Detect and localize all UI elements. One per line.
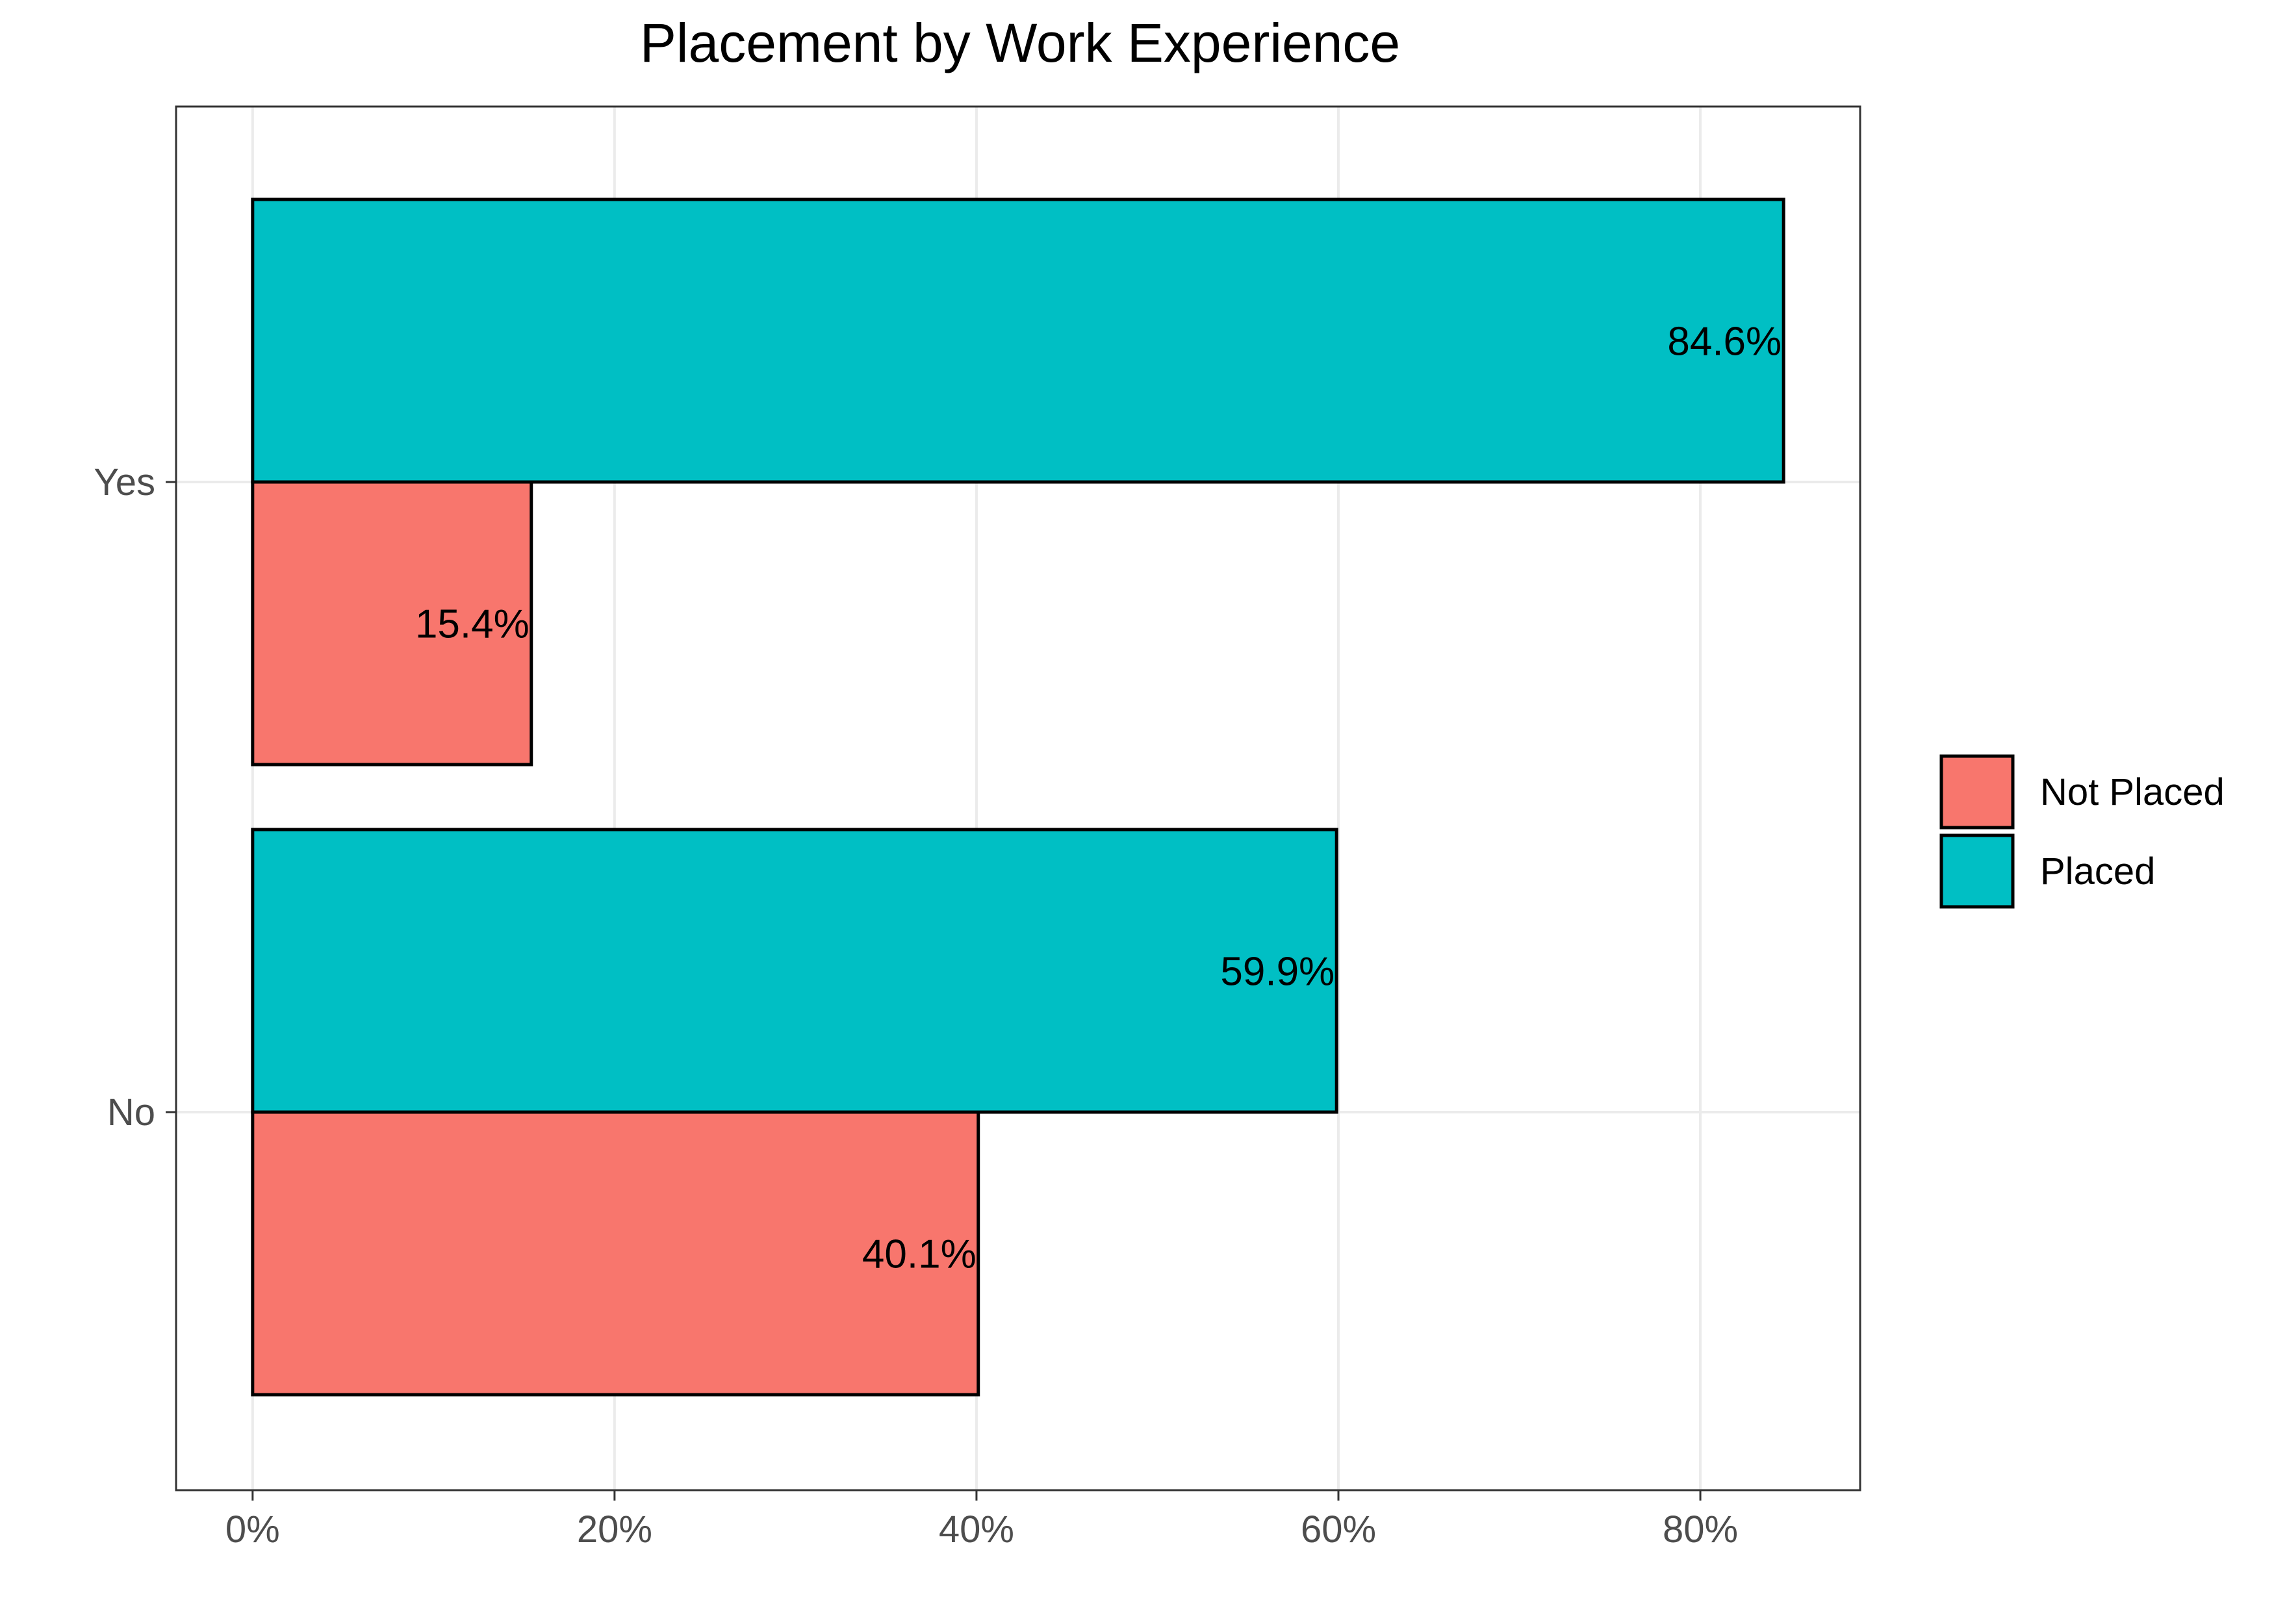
bar-placed-yes [251,197,1785,484]
data-label-not-placed-no: 40.1% [862,1232,977,1277]
y-tick-label-no: No [107,1091,155,1134]
x-tick-label-1: 20% [577,1508,652,1551]
bar-not-placed-no [251,1110,980,1397]
legend-label-placed: Placed [2040,850,2155,893]
axes: 0% 20% 40% 60% 80% No Yes [94,461,1738,1551]
data-label-placed-no: 59.9% [1220,950,1335,995]
x-tick-label-3: 60% [1301,1508,1376,1551]
x-tick-label-2: 40% [939,1508,1014,1551]
chart-title: Placement by Work Experience [640,12,1400,73]
data-labels: 40.1% 15.4% 59.9% 84.6% [415,320,1782,1277]
bars [251,197,1785,1397]
legend: Not Placed Placed [1939,754,2225,909]
legend-key-not-placed [1939,754,2015,830]
x-tick-label-0: 0% [225,1508,280,1551]
legend-label-not-placed: Not Placed [2040,771,2225,813]
x-tick-label-4: 80% [1663,1508,1738,1551]
plot-panel-border [175,105,1861,1491]
data-label-placed-yes: 84.6% [1667,320,1782,364]
legend-key-placed [1939,833,2015,909]
bar-placed-no [251,828,1338,1114]
bar-not-placed-yes [251,480,533,767]
data-label-not-placed-yes: 15.4% [415,602,530,647]
y-tick-label-yes: Yes [94,461,155,503]
